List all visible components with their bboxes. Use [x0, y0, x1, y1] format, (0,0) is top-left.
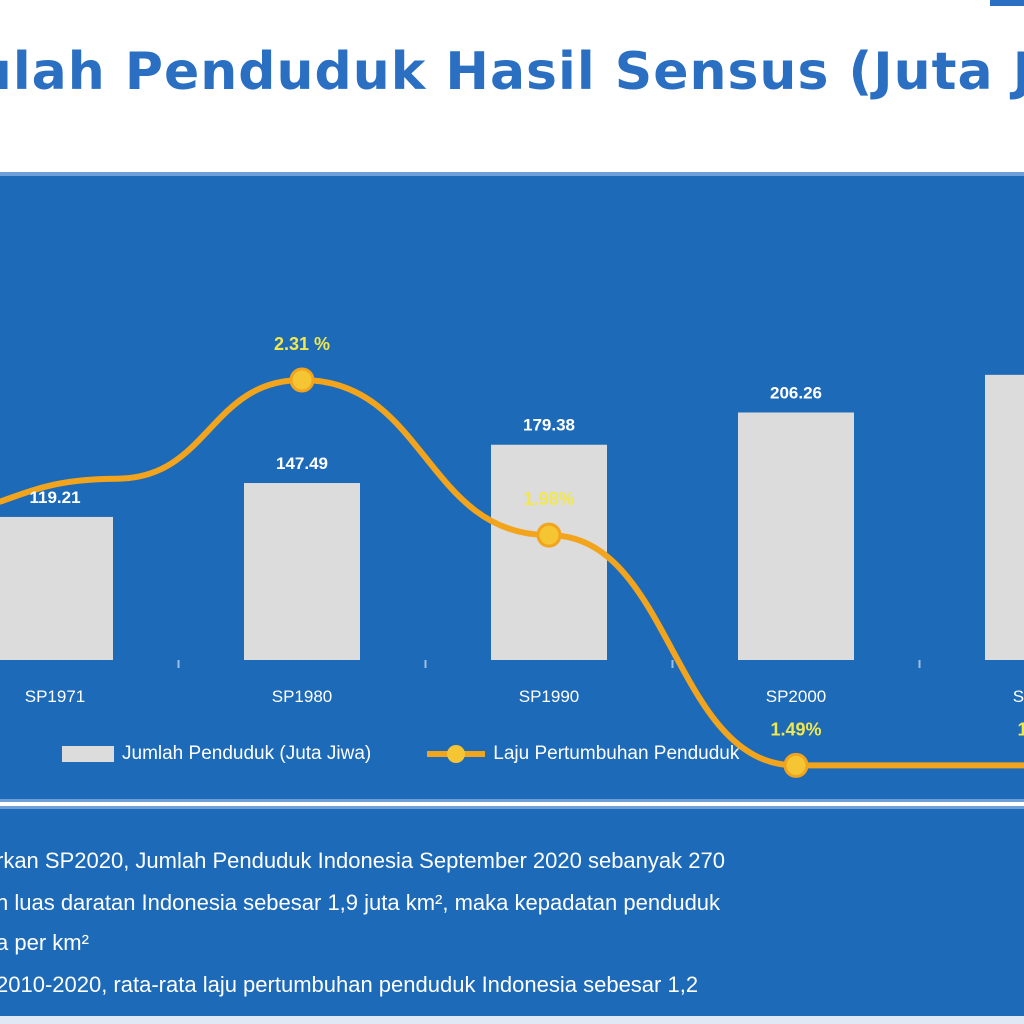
bar-sp1980 [244, 483, 360, 660]
bar-value-label: 147.49 [276, 454, 328, 473]
legend-line-label: Laju Pertumbuhan Penduduk [493, 743, 740, 764]
growth-rate-label: 1.49% [770, 719, 821, 739]
growth-rate-label: 1.49% [1017, 719, 1024, 739]
growth-rate-label: 2.31 % [274, 334, 330, 354]
legend-line-swatch [427, 745, 486, 763]
footer-rule [0, 1016, 1024, 1024]
population-chart: 119.21 SP1971 147.49 SP1980 179.38 SP1990 206.… [0, 334, 1024, 778]
note-line-2: n luas daratan Indonesia sebesar 1,9 jut… [0, 890, 721, 915]
header-accent-rule [990, 0, 1024, 6]
note-line-4: 2010-2020, rata-rata laju pertumbuhan pe… [0, 972, 699, 997]
bar-sp2000 [738, 412, 854, 660]
notes-panel: rkan SP2020, Jumlah Penduduk Indonesia S… [0, 806, 1024, 1016]
x-tick-label: SP1971 [25, 687, 86, 706]
bar-value-label: 119.21 [29, 488, 80, 507]
note-line-1: rkan SP2020, Jumlah Penduduk Indonesia S… [0, 848, 725, 873]
growth-rate-point [289, 367, 315, 393]
chart-title: ılah Penduduk Hasil Sensus (Juta Jiw [0, 42, 1024, 102]
bar-sp1971 [0, 516, 113, 660]
growth-rate-point [536, 522, 562, 548]
chart-legend: Jumlah Penduduk (Juta Jiwa) Laju Pertumb… [62, 736, 739, 772]
legend-bar-label: Jumlah Penduduk (Juta Jiwa) [122, 743, 372, 764]
note-line-3: a per km² [0, 930, 89, 955]
growth-rate-label: 1.98% [523, 489, 574, 509]
x-tick-label: SP1990 [519, 687, 580, 706]
bar-sp2010 [985, 374, 1024, 660]
bar-value-label: 179.38 [523, 416, 575, 435]
bar-sp1990 [491, 444, 607, 660]
growth-line-layer [0, 367, 1024, 778]
legend-bar-swatch [62, 746, 114, 762]
labels-layer: 119.21 SP1971 147.49 SP1980 179.38 SP1990 206.… [25, 334, 1024, 739]
chart-panel: 119.21 SP1971 147.49 SP1980 179.38 SP1990 206.… [0, 172, 1024, 802]
x-tick-label: SP2010 [1013, 687, 1024, 706]
bars-layer [0, 374, 1024, 668]
x-tick-label: SP2000 [766, 687, 827, 706]
growth-rate-point [783, 752, 809, 778]
x-tick-label: SP1980 [272, 687, 333, 706]
bar-value-label: 206.26 [770, 383, 822, 402]
